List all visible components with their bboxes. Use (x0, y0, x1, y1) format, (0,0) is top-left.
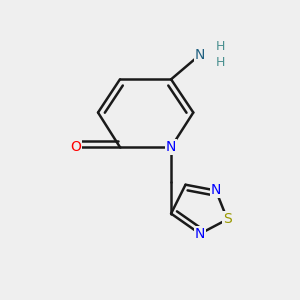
Text: N: N (211, 184, 221, 197)
Text: O: O (70, 140, 81, 154)
Text: H: H (215, 56, 225, 69)
Text: H: H (215, 40, 225, 53)
Text: N: N (195, 48, 205, 62)
Text: N: N (166, 140, 176, 154)
Text: S: S (223, 212, 232, 226)
Text: N: N (195, 227, 205, 241)
